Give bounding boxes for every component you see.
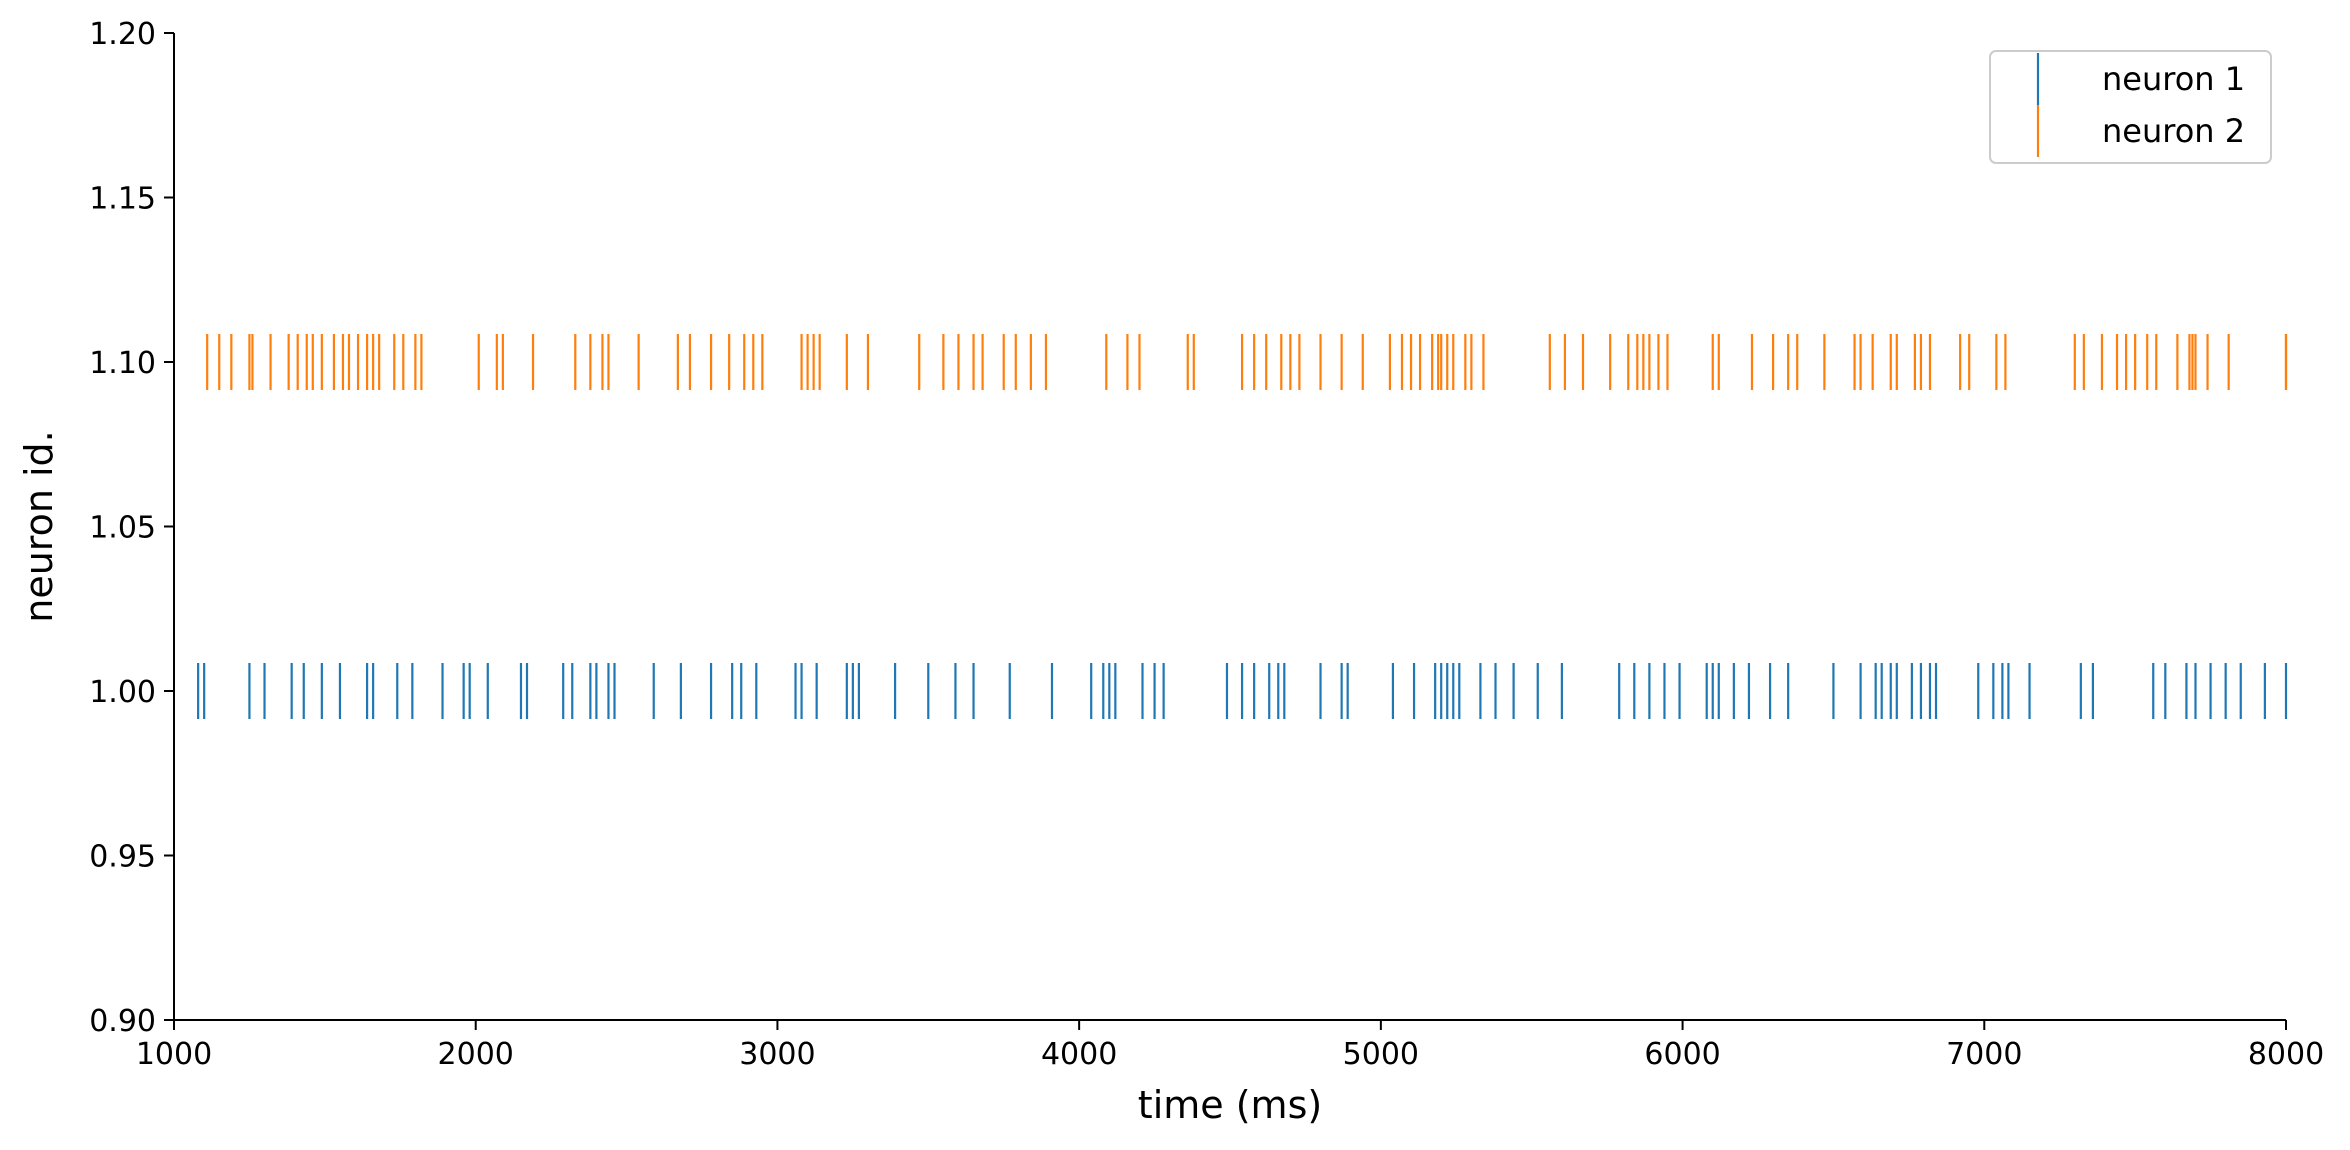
y-tick-label: 1.20 <box>89 17 156 52</box>
y-tick-label: 1.05 <box>89 511 156 546</box>
y-axis-label: neuron id. <box>17 430 61 623</box>
legend-entry-label: neuron 1 <box>2102 60 2245 98</box>
legend: neuron 1 neuron 2 <box>1989 50 2272 164</box>
y-tick-label: 1.10 <box>89 346 156 381</box>
axes: 1000 2000 3000 4000 5000 6000 7000 8000 0.90 0.95… <box>89 17 2324 1072</box>
legend-box <box>1989 50 2272 164</box>
spike-trains <box>197 334 2288 719</box>
x-tick-label: 3000 <box>739 1037 815 1072</box>
spike-train-1 <box>197 663 2288 719</box>
y-tick-label: 0.90 <box>89 1004 156 1039</box>
spike-train-2 <box>206 334 2288 390</box>
x-tick-label: 4000 <box>1041 1037 1117 1072</box>
y-tick-label: 1.00 <box>89 675 156 710</box>
x-axis-label: time (ms) <box>1138 1083 1322 1127</box>
x-tick-label: 8000 <box>2248 1037 2324 1072</box>
x-tick-label: 5000 <box>1343 1037 1419 1072</box>
x-tick-label: 1000 <box>136 1037 212 1072</box>
y-tick-label: 0.95 <box>89 840 156 875</box>
x-tick-label: 2000 <box>438 1037 514 1072</box>
y-tick-label: 1.15 <box>89 182 156 217</box>
x-tick-label: 7000 <box>1946 1037 2022 1072</box>
legend-entry-label: neuron 2 <box>2102 112 2245 150</box>
x-tick-label: 6000 <box>1644 1037 1720 1072</box>
